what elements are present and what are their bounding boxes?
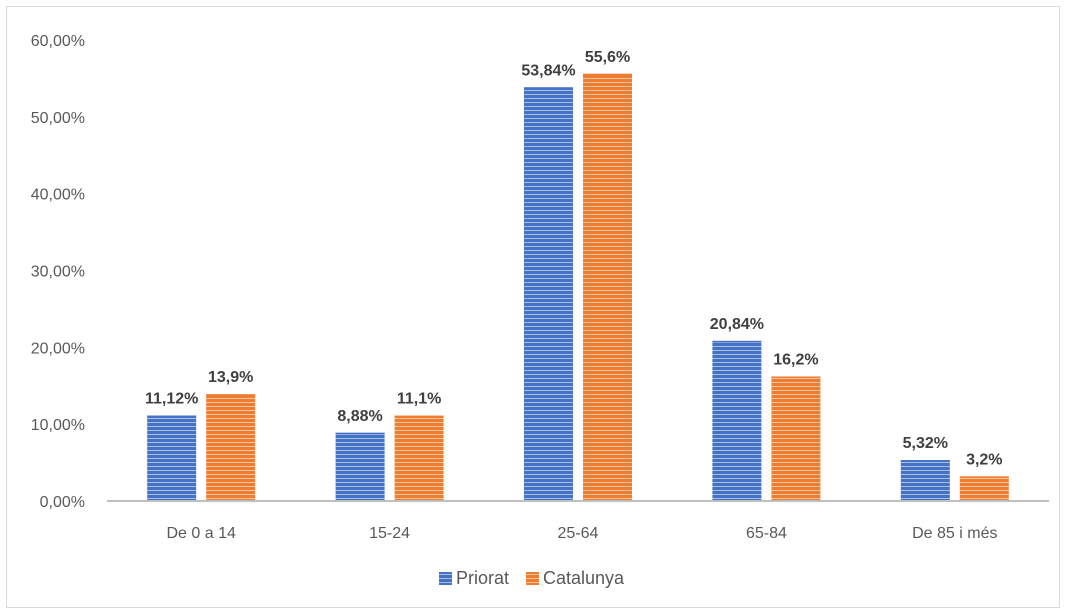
chart-frame: 0,00% 10,00% 20,00% 30,00% 40,00% 50,00% 60,00… — [6, 6, 1060, 608]
bar-top-edge — [524, 87, 573, 89]
bar-catalunya — [394, 415, 444, 501]
data-label-catalunya: 16,2% — [773, 352, 818, 369]
bar-priorat — [335, 432, 385, 501]
bar-catalunya — [771, 376, 821, 501]
data-label-catalunya: 55,6% — [585, 49, 630, 66]
bar-top-edge — [712, 340, 762, 343]
x-tick-label: De 0 a 14 — [167, 525, 236, 542]
y-axis: 0,00% 10,00% 20,00% 30,00% 40,00% 50,00% 60,00… — [31, 33, 85, 511]
bar-top-edge — [206, 394, 256, 396]
legend-swatch-catalunya — [526, 572, 539, 585]
y-tick-label: 10,00% — [31, 417, 85, 434]
x-tick-label: 65-84 — [746, 525, 787, 542]
y-tick-label: 40,00% — [31, 187, 85, 204]
y-tick-label: 30,00% — [31, 264, 85, 281]
x-tick-label: 25-64 — [558, 525, 599, 542]
bar-top-edge — [583, 73, 632, 76]
legend-label-priorat: Priorat — [456, 568, 509, 588]
bar-top-edge — [394, 415, 444, 418]
data-label-catalunya: 3,2% — [966, 451, 1002, 468]
data-label-priorat: 20,84% — [710, 316, 764, 333]
y-tick-label: 20,00% — [31, 340, 85, 357]
bar-catalunya — [959, 476, 1009, 501]
bar-catalunya — [583, 73, 632, 501]
bar-top-edge — [959, 476, 1009, 478]
data-label-priorat: 5,32% — [903, 435, 948, 452]
bar-top-edge — [771, 376, 821, 379]
bar-catalunya — [206, 394, 256, 501]
legend-swatch-priorat — [439, 572, 452, 585]
bar-priorat — [900, 460, 950, 501]
bar-priorat — [712, 340, 762, 501]
data-label-priorat: 8,88% — [337, 408, 382, 425]
bar-top-edge — [900, 460, 950, 462]
bar-chart: 0,00% 10,00% 20,00% 30,00% 40,00% 50,00% 60,00… — [31, 33, 1049, 588]
data-label-priorat: 11,12% — [145, 391, 198, 408]
x-tick-label: 15-24 — [369, 525, 410, 542]
legend-label-catalunya: Catalunya — [543, 568, 625, 588]
bar-top-edge — [335, 432, 385, 435]
x-tick-label: De 85 i més — [912, 525, 997, 542]
bar-priorat — [147, 415, 197, 501]
x-axis: De 0 a 14 15-24 25-64 65-84 De 85 i més — [107, 500, 1049, 542]
bar-priorat — [524, 87, 573, 501]
legend: Priorat Catalunya — [439, 568, 625, 588]
data-label-priorat: 53,84% — [521, 62, 575, 79]
data-label-catalunya: 11,1% — [397, 391, 441, 408]
y-tick-label: 50,00% — [31, 110, 85, 127]
y-tick-label: 60,00% — [31, 33, 85, 50]
bar-top-edge — [147, 415, 197, 418]
bars: 11,12% 13,9% 8,88% 11,1% 53,84% 55,6% 20,84% 16… — [145, 49, 1009, 501]
data-label-catalunya: 13,9% — [208, 369, 253, 386]
y-tick-label: 0,00% — [40, 494, 85, 511]
